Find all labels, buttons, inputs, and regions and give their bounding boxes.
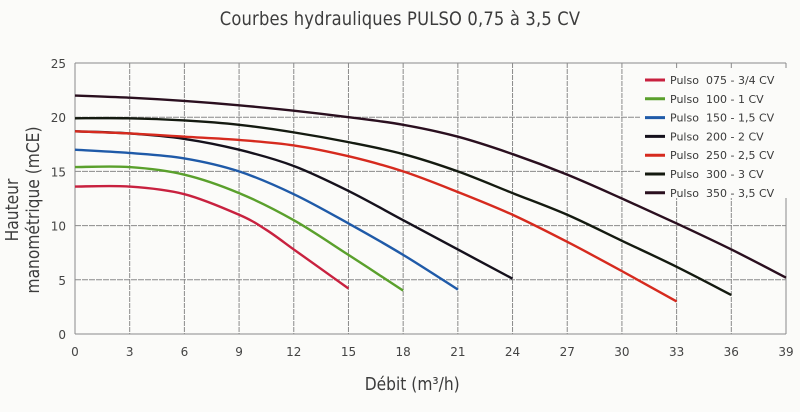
series-line-300 — [74, 116, 732, 297]
legend-brand: Pulso — [670, 74, 699, 87]
x-tick-label: 33 — [669, 345, 684, 359]
legend-model: 150 - 1,5 CV — [706, 112, 775, 125]
series-line-350 — [74, 94, 787, 279]
x-tick-label: 3 — [126, 345, 134, 359]
y-tick-label: 5 — [58, 274, 66, 288]
x-tick-label: 0 — [71, 345, 79, 359]
x-tick-label: 18 — [396, 345, 411, 359]
legend-background — [640, 68, 790, 198]
legend: Pulso 075 - 3/4 CV Pulso 100 - 1 CV Pulso 150… — [640, 68, 790, 200]
y-tick-label: 0 — [58, 328, 66, 342]
legend-brand: Pulso — [670, 149, 699, 162]
legend-brand: Pulso — [670, 93, 699, 106]
legend-model: 250 - 2,5 CV — [706, 149, 775, 162]
x-tick-label: 21 — [450, 345, 465, 359]
legend-brand: Pulso — [670, 130, 699, 143]
legend-item-075: Pulso 075 - 3/4 CV — [645, 74, 775, 87]
y-tick-label: 15 — [51, 165, 66, 179]
x-tick-label: 30 — [614, 345, 629, 359]
legend-item-150: Pulso 150 - 1,5 CV — [645, 112, 775, 125]
x-tick-label: 39 — [778, 345, 793, 359]
x-tick-label: 9 — [235, 345, 243, 359]
y-tick-label: 25 — [51, 57, 66, 71]
chart-title: Courbes hydrauliques PULSO 0,75 à 3,5 CV — [219, 8, 581, 30]
legend-brand: Pulso — [670, 112, 699, 125]
x-tick-label: 6 — [181, 345, 189, 359]
series-line-150 — [74, 148, 459, 291]
legend-model: 350 - 3,5 CV — [706, 187, 775, 200]
legend-brand: Pulso — [670, 168, 699, 181]
legend-model: 075 - 3/4 CV — [706, 74, 775, 87]
legend-item-300: Pulso 300 - 3 CV — [645, 168, 764, 181]
legend-brand: Pulso — [670, 187, 699, 200]
legend-item-250: Pulso 250 - 2,5 CV — [645, 149, 775, 162]
legend-item-350: Pulso 350 - 3,5 CV — [645, 187, 775, 200]
x-axis-label-wrap: Débit (m³/h) — [0, 374, 800, 395]
x-axis-label: Débit (m³/h) — [365, 374, 460, 395]
y-tick-label: 10 — [51, 220, 66, 234]
x-tick-label: 12 — [286, 345, 301, 359]
x-axis-ticks: 0 3 6 9 12 15 18 21 24 27 30 33 36 39 — [71, 345, 793, 359]
series-lines — [74, 94, 787, 303]
x-tick-label: 27 — [560, 345, 575, 359]
series-line-075 — [74, 184, 350, 290]
legend-model: 300 - 3 CV — [706, 168, 764, 181]
legend-model: 100 - 1 CV — [706, 93, 764, 106]
legend-item-100: Pulso 100 - 1 CV — [645, 93, 764, 106]
series-line-100 — [74, 165, 404, 292]
legend-model: 200 - 2 CV — [706, 130, 764, 143]
legend-item-200: Pulso 200 - 2 CV — [645, 130, 764, 143]
y-axis-ticks: 0 5 10 15 20 25 — [51, 57, 66, 342]
y-tick-label: 20 — [51, 111, 66, 125]
x-tick-label: 36 — [724, 345, 739, 359]
series-line-250 — [74, 130, 678, 303]
x-tick-label: 24 — [505, 345, 520, 359]
x-tick-label: 15 — [341, 345, 356, 359]
